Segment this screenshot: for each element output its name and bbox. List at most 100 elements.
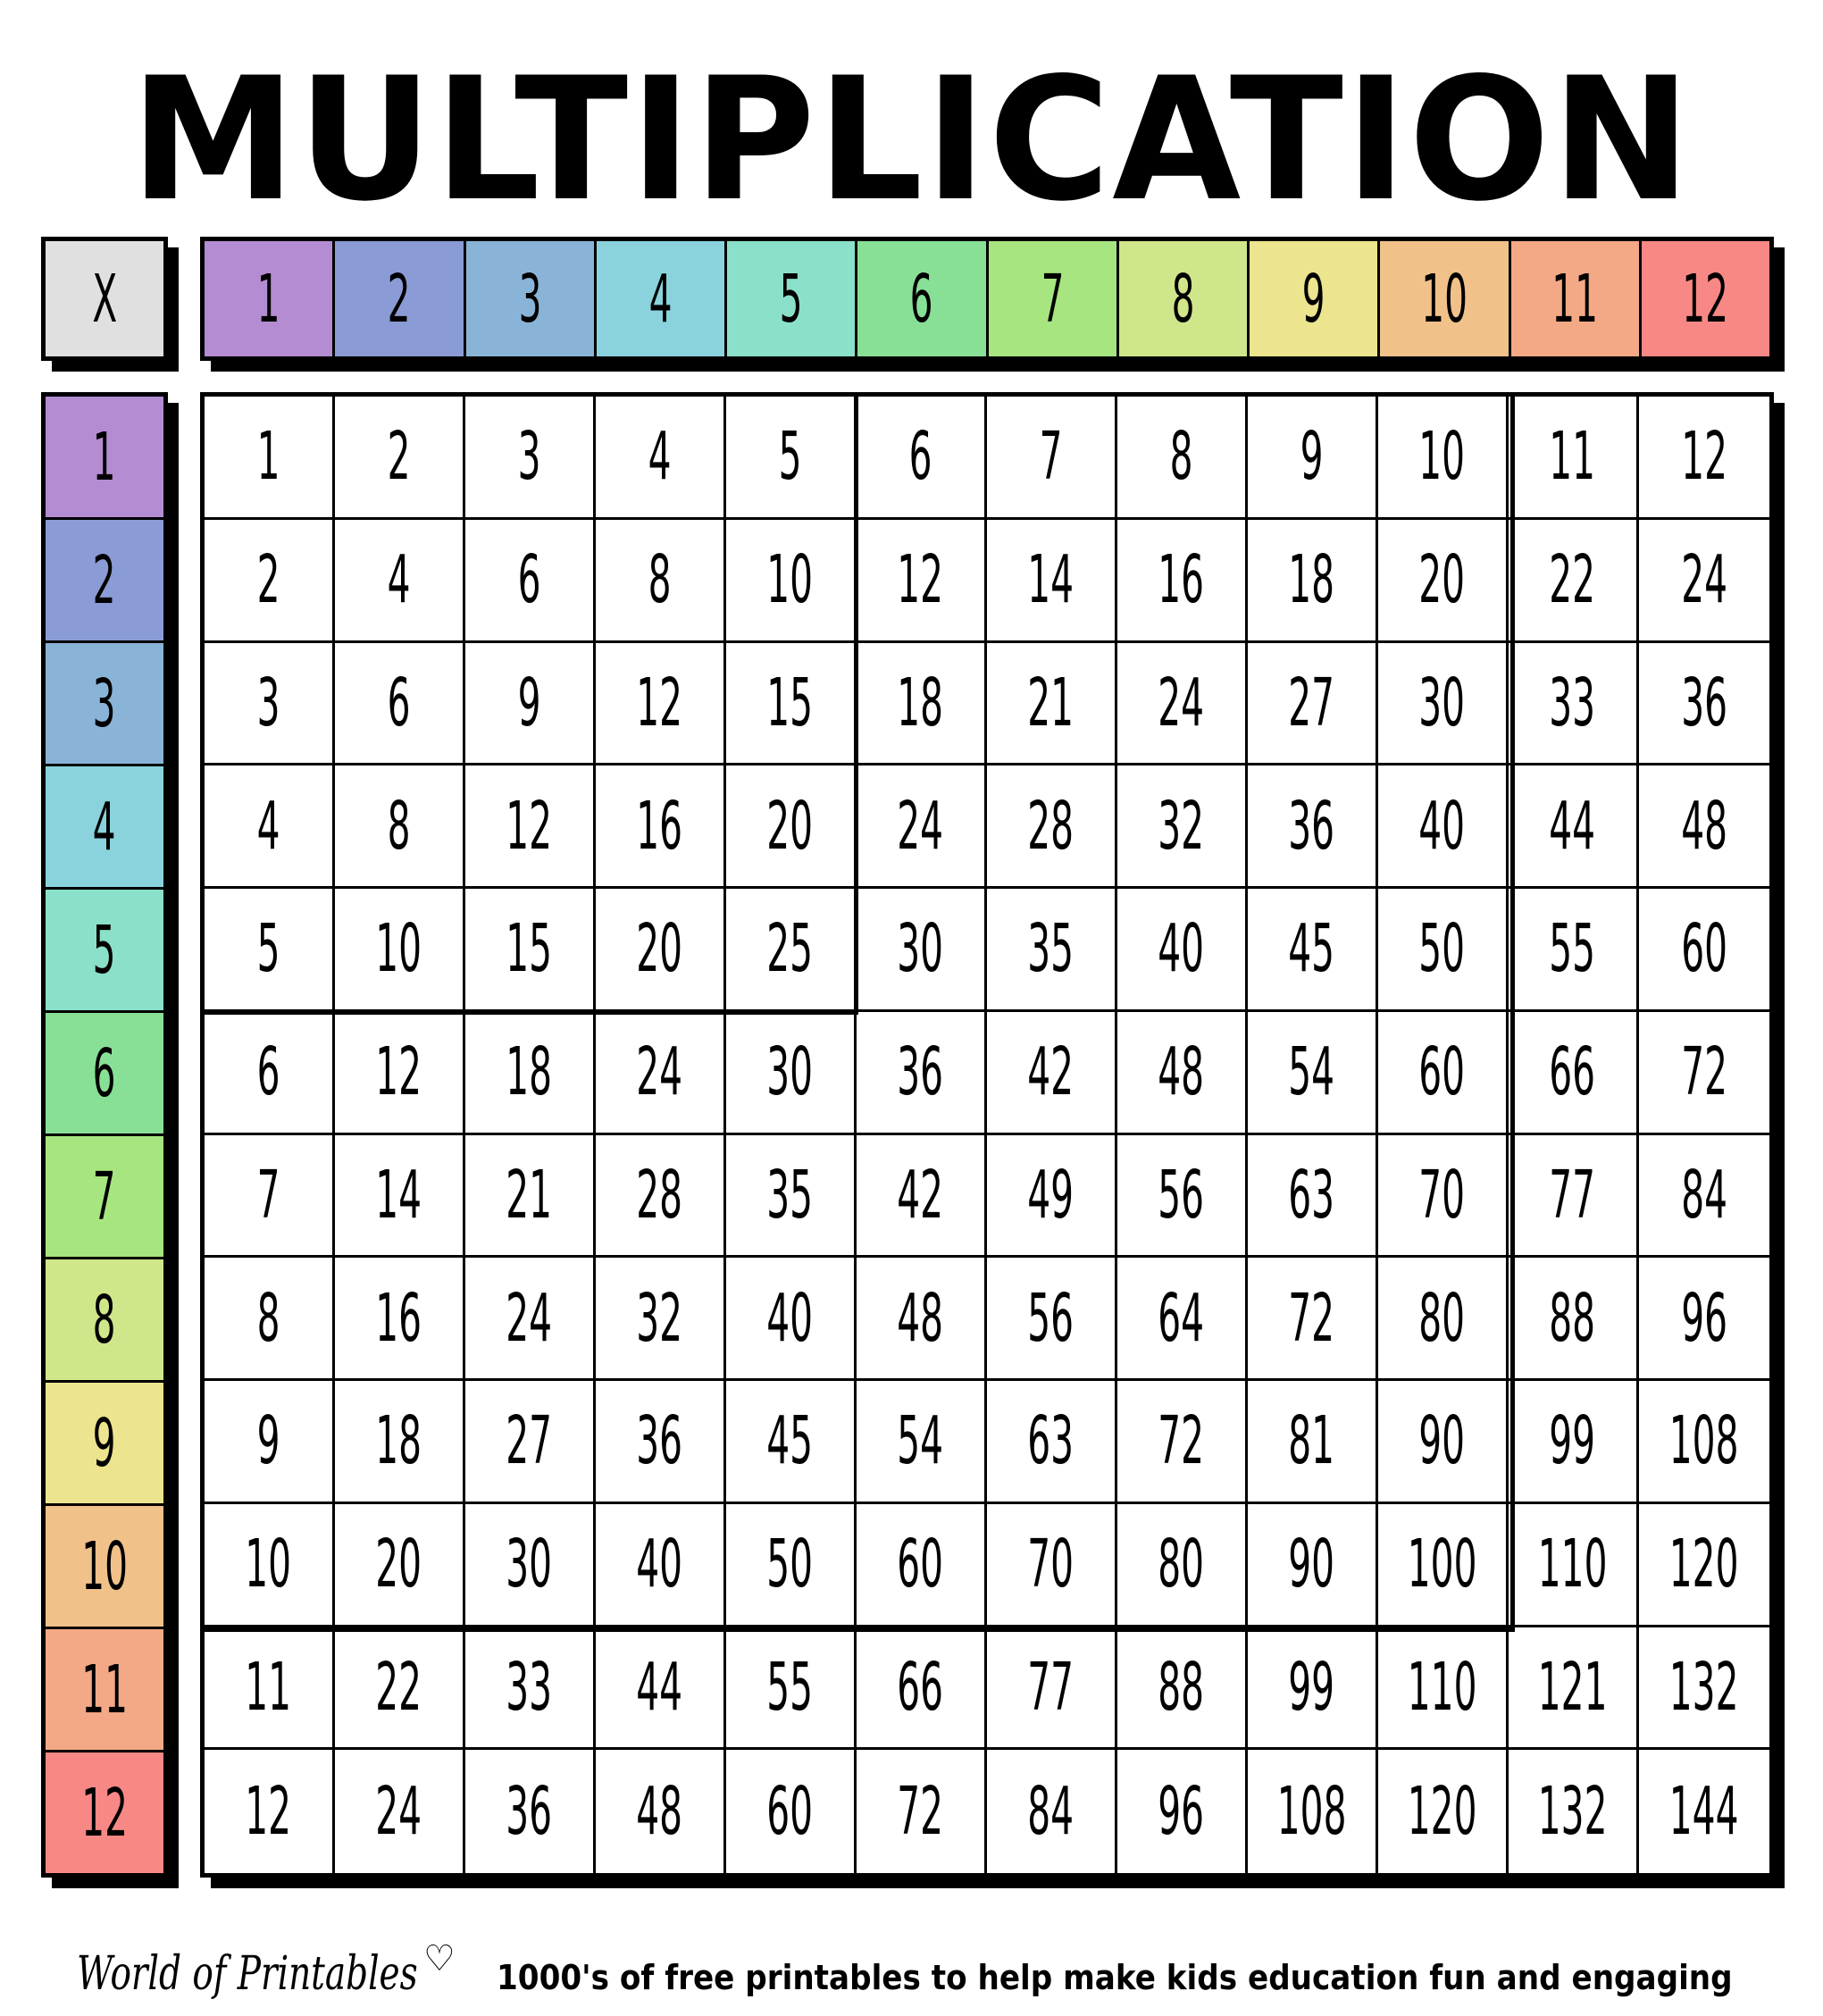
product-value: 30 — [1418, 664, 1466, 741]
product-value: 6 — [517, 541, 541, 619]
product-value: 14 — [375, 1156, 422, 1234]
table-cell: 54 — [857, 1381, 987, 1504]
product-value: 56 — [1027, 1279, 1075, 1357]
table-cell: 18 — [335, 1381, 465, 1504]
row-header-7: 7 — [46, 1133, 163, 1257]
row-header-4: 4 — [46, 764, 163, 887]
column-header-12: 12 — [1638, 241, 1769, 356]
table-cell: 30 — [1378, 642, 1509, 766]
table-cell: 5 — [726, 397, 857, 520]
table-cell: 40 — [596, 1503, 726, 1627]
product-value: 1 — [256, 418, 280, 496]
table-cell: 132 — [1509, 1750, 1639, 1873]
product-value: 50 — [766, 1526, 814, 1603]
table-cell: 8 — [205, 1258, 335, 1381]
table-cell: 96 — [1117, 1750, 1248, 1873]
table-cell: 50 — [726, 1503, 857, 1627]
table-cell: 30 — [726, 1011, 857, 1135]
product-value: 60 — [1418, 1033, 1466, 1111]
product-value: 54 — [897, 1402, 944, 1480]
column-header-label: 2 — [387, 260, 411, 338]
table-cell: 36 — [857, 1011, 987, 1135]
product-value: 60 — [1681, 910, 1727, 988]
product-value: 42 — [1027, 1033, 1075, 1111]
row-header-label: 1 — [93, 418, 116, 496]
table-cell: 3 — [465, 397, 596, 520]
table-cell: 84 — [1639, 1135, 1769, 1259]
row-header-label: 11 — [81, 1651, 128, 1728]
product-value: 70 — [1027, 1526, 1075, 1603]
table-cell: 28 — [596, 1134, 726, 1259]
table-cell: 1 — [205, 397, 335, 520]
table-cell: 72 — [1248, 1258, 1378, 1381]
table-cell: 110 — [1509, 1503, 1639, 1627]
product-value: 88 — [1158, 1648, 1205, 1726]
table-cell: 20 — [726, 765, 857, 889]
table-cell: 44 — [596, 1627, 726, 1751]
column-header-6: 6 — [855, 241, 986, 356]
row-header-8: 8 — [46, 1257, 163, 1380]
table-cell: 99 — [1248, 1627, 1378, 1751]
table-cell: 48 — [596, 1750, 726, 1873]
product-value: 63 — [1027, 1402, 1075, 1480]
product-value: 27 — [1288, 664, 1335, 741]
table-cell: 63 — [987, 1381, 1117, 1504]
product-value: 44 — [1549, 787, 1596, 865]
column-header-4: 4 — [593, 241, 724, 356]
table-cell: 32 — [1117, 765, 1248, 889]
product-value: 20 — [766, 787, 814, 865]
corner-cell: X — [41, 237, 168, 361]
product-value: 12 — [245, 1773, 292, 1851]
table-cell: 12 — [335, 1011, 465, 1135]
product-value: 132 — [1669, 1648, 1739, 1726]
table-cell: 80 — [1117, 1503, 1248, 1627]
table-cell: 54 — [1248, 1011, 1378, 1135]
product-value: 66 — [897, 1648, 944, 1726]
product-value: 36 — [1288, 787, 1335, 865]
row-header-9: 9 — [46, 1380, 163, 1503]
product-value: 63 — [1288, 1156, 1335, 1234]
row-header-10: 10 — [46, 1503, 163, 1627]
table-cell: 6 — [465, 519, 596, 643]
product-value: 90 — [1418, 1402, 1466, 1480]
table-cell: 28 — [987, 765, 1117, 889]
brand-logo: World of Printables — [77, 1947, 418, 2001]
product-value: 18 — [375, 1402, 422, 1480]
table-cell: 48 — [1117, 1011, 1248, 1135]
row-header-3: 3 — [46, 640, 163, 764]
table-cell: 45 — [726, 1381, 857, 1504]
table-cell: 40 — [1378, 765, 1509, 889]
product-value: 120 — [1407, 1773, 1477, 1851]
product-value: 24 — [1681, 541, 1727, 619]
table-cell: 72 — [1639, 1012, 1769, 1135]
product-value: 42 — [897, 1156, 944, 1234]
table-cell: 56 — [1117, 1134, 1248, 1259]
table-cell: 40 — [726, 1258, 857, 1381]
table-cell: 120 — [1639, 1504, 1769, 1627]
product-value: 4 — [387, 541, 411, 619]
product-value: 18 — [897, 664, 944, 741]
product-value: 70 — [1418, 1156, 1466, 1234]
table-cell: 60 — [1639, 889, 1769, 1012]
row-header-column: 1 2 3 4 5 6 7 8 9 10 11 12 — [41, 392, 168, 1878]
table-cell: 77 — [987, 1627, 1117, 1751]
product-value: 48 — [1681, 787, 1727, 865]
table-cell: 6 — [205, 1011, 335, 1135]
table-cell: 132 — [1639, 1627, 1769, 1751]
table-cell: 20 — [1378, 519, 1509, 643]
product-value: 3 — [517, 418, 541, 496]
table-cell: 72 — [857, 1750, 987, 1873]
table-cell: 18 — [857, 642, 987, 766]
row-header-2: 2 — [46, 517, 163, 640]
product-value: 55 — [766, 1648, 814, 1726]
table-cell: 50 — [1378, 889, 1509, 1012]
table-cell: 108 — [1248, 1750, 1378, 1873]
table-cell: 66 — [857, 1627, 987, 1751]
table-cell: 5 — [205, 889, 335, 1012]
table-cell: 24 — [596, 1011, 726, 1135]
product-value: 72 — [897, 1773, 944, 1851]
table-cell: 24 — [335, 1750, 465, 1873]
column-header-9: 9 — [1247, 241, 1378, 356]
product-value: 60 — [897, 1526, 944, 1603]
product-value: 40 — [1418, 787, 1466, 865]
